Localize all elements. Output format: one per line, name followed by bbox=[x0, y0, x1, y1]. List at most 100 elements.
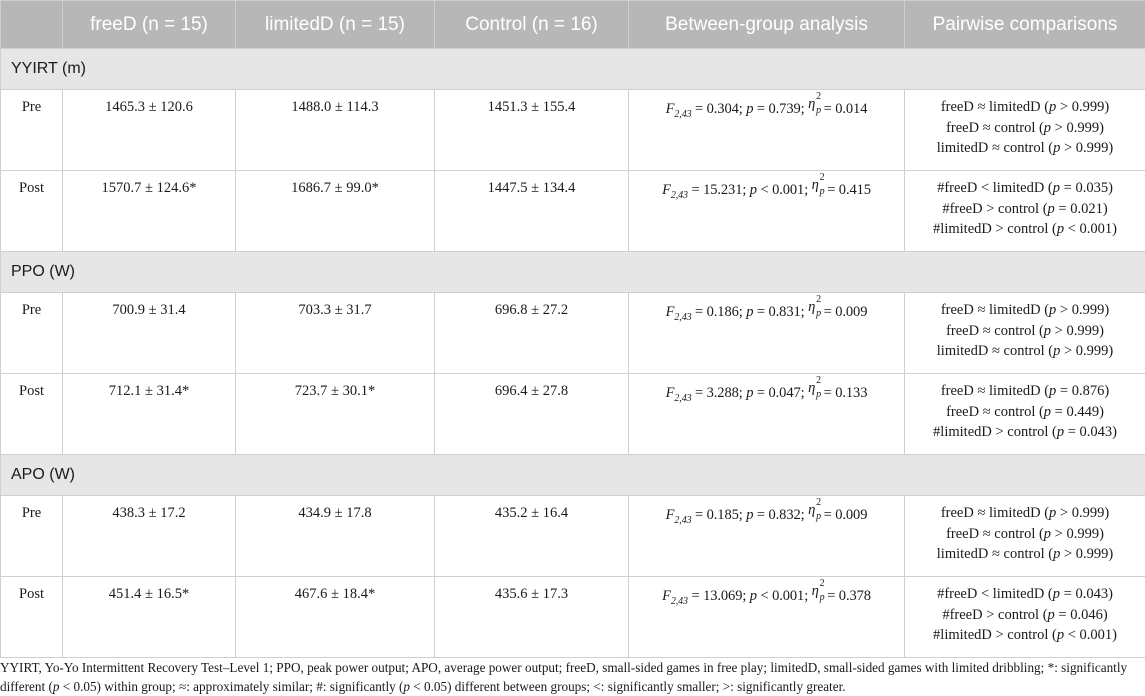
f-value: = 15.231; bbox=[687, 182, 750, 198]
section-label: PPO (W) bbox=[0, 251, 1145, 293]
eta-letter: η bbox=[808, 380, 816, 396]
f-df: 2,43 bbox=[670, 189, 688, 201]
footnote-segment: YYIRT, Yo-Yo Intermittent Recovery Test–… bbox=[0, 660, 1128, 694]
header-between-group: Between-group analysis bbox=[628, 0, 905, 49]
pair-result: > 0.999) bbox=[1051, 322, 1104, 339]
pairwise-line: #freeD < limitedD (p = 0.035) bbox=[909, 178, 1141, 199]
time-cell: Pre bbox=[0, 292, 63, 374]
p-value: = 0.832; bbox=[753, 507, 809, 523]
freed-value: 1465.3 ± 120.6 bbox=[62, 89, 236, 171]
pairwise-cell: freeD ≈ limitedD (p = 0.876) freeD ≈ cont… bbox=[904, 373, 1145, 455]
f-label: F bbox=[665, 385, 675, 401]
eta-value: = 0.378 bbox=[823, 588, 871, 604]
p-value: < 0.001; bbox=[756, 182, 812, 198]
time-cell: Post bbox=[0, 170, 63, 252]
eta-letter: η bbox=[808, 96, 816, 112]
pair-text: limitedD ≈ control ( bbox=[936, 343, 1054, 360]
f-label: F bbox=[662, 182, 671, 198]
f-value: = 0.186; bbox=[691, 304, 747, 320]
pairwise-line: limitedD ≈ control (p > 0.999) bbox=[909, 341, 1141, 362]
pair-result: > 0.999) bbox=[1060, 546, 1114, 563]
limitedd-value: 467.6 ± 18.4* bbox=[235, 576, 435, 658]
pair-result: = 0.021) bbox=[1054, 200, 1108, 217]
pair-result: > 0.999) bbox=[1060, 343, 1114, 360]
pair-result: = 0.876) bbox=[1056, 383, 1110, 399]
control-value: 696.4 ± 27.8 bbox=[434, 373, 629, 455]
table-row: Pre 1465.3 ± 120.6 1488.0 ± 114.3 1451.3 ± … bbox=[0, 89, 1145, 171]
f-value: = 3.288; bbox=[691, 385, 747, 401]
p-label: p bbox=[746, 385, 754, 401]
control-value: 1451.3 ± 155.4 bbox=[434, 89, 629, 171]
eta-value: = 0.009 bbox=[820, 304, 868, 320]
pair-p: p bbox=[1049, 383, 1057, 399]
pair-result: > 0.999) bbox=[1060, 140, 1114, 157]
eta-sub: p bbox=[819, 592, 825, 603]
freed-value: 451.4 ± 16.5* bbox=[62, 576, 236, 658]
pairwise-line: #limitedD > control (p < 0.001) bbox=[909, 219, 1141, 240]
pair-p: p bbox=[1043, 403, 1052, 420]
table-row: Post 451.4 ± 16.5* 467.6 ± 18.4* 435.6 ± 17… bbox=[0, 576, 1145, 658]
section-row: YYIRT (m) bbox=[0, 48, 1145, 90]
pairwise-cell: freeD ≈ limitedD (p > 0.999) freeD ≈ cont… bbox=[904, 495, 1145, 577]
f-df: 2,43 bbox=[674, 392, 692, 404]
pair-result: > 0.999) bbox=[1051, 525, 1104, 542]
control-value: 696.8 ± 27.2 bbox=[434, 292, 629, 374]
table-row: Pre 700.9 ± 31.4 703.3 ± 31.7 696.8 ± 27.2 F… bbox=[0, 292, 1145, 374]
eta-value: = 0.133 bbox=[820, 385, 868, 401]
f-label: F bbox=[665, 304, 675, 320]
eta-sub: p bbox=[816, 511, 821, 522]
p-value: = 0.047; bbox=[753, 385, 809, 401]
limitedd-value: 723.7 ± 30.1* bbox=[235, 373, 435, 455]
pair-p: p bbox=[1053, 343, 1061, 360]
section-row: PPO (W) bbox=[0, 251, 1145, 293]
eta-value: = 0.009 bbox=[820, 507, 868, 523]
pair-text: freeD ≈ control ( bbox=[946, 119, 1044, 136]
section-row: APO (W) bbox=[0, 454, 1145, 496]
pair-text: freeD ≈ limitedD ( bbox=[940, 505, 1050, 521]
pair-text: #freeD > control ( bbox=[942, 200, 1048, 217]
pairwise-line: limitedD ≈ control (p > 0.999) bbox=[909, 138, 1141, 159]
eta-value: = 0.415 bbox=[823, 182, 871, 198]
pair-text: limitedD ≈ control ( bbox=[936, 546, 1054, 563]
pairwise-cell: freeD ≈ limitedD (p > 0.999) freeD ≈ cont… bbox=[904, 292, 1145, 374]
pair-text: #freeD < limitedD ( bbox=[937, 180, 1053, 196]
eta-letter: η bbox=[808, 299, 816, 315]
pair-p: p bbox=[1056, 424, 1065, 441]
pairwise-line: freeD ≈ control (p > 0.999) bbox=[909, 118, 1141, 139]
pair-p: p bbox=[1049, 505, 1057, 521]
f-df: 2,43 bbox=[674, 108, 692, 120]
table-row: Post 712.1 ± 31.4* 723.7 ± 30.1* 696.4 ± 27… bbox=[0, 373, 1145, 455]
pair-result: > 0.999) bbox=[1051, 119, 1104, 136]
pairwise-line: freeD ≈ limitedD (p > 0.999) bbox=[909, 300, 1141, 321]
p-label: p bbox=[746, 101, 754, 117]
pair-text: freeD ≈ limitedD ( bbox=[940, 383, 1050, 399]
pair-text: #freeD < limitedD ( bbox=[937, 586, 1053, 602]
pair-result: > 0.999) bbox=[1056, 99, 1110, 115]
eta-sup: 2 bbox=[816, 375, 821, 386]
pair-text: freeD ≈ control ( bbox=[946, 322, 1044, 339]
p-label: p bbox=[749, 588, 757, 604]
f-df: 2,43 bbox=[674, 514, 692, 526]
pairwise-line: freeD ≈ control (p > 0.999) bbox=[909, 524, 1141, 545]
header-cell-blank bbox=[0, 0, 63, 49]
eta-sup: 2 bbox=[816, 497, 821, 508]
eta-letter: η bbox=[811, 583, 819, 599]
pair-text: #freeD > control ( bbox=[942, 606, 1048, 623]
pair-result: = 0.043) bbox=[1060, 586, 1113, 602]
header-limitedd: limitedD (n = 15) bbox=[235, 0, 435, 49]
eta-letter: η bbox=[811, 177, 819, 193]
p-value: = 0.739; bbox=[753, 101, 809, 117]
eta-sup: 2 bbox=[816, 294, 821, 305]
pair-result: < 0.001) bbox=[1064, 627, 1117, 644]
pair-result: = 0.043) bbox=[1064, 424, 1117, 441]
pairwise-line: #freeD > control (p = 0.046) bbox=[909, 605, 1141, 626]
pairwise-line: freeD ≈ limitedD (p > 0.999) bbox=[909, 97, 1141, 118]
pairwise-line: #limitedD > control (p < 0.001) bbox=[909, 625, 1141, 646]
